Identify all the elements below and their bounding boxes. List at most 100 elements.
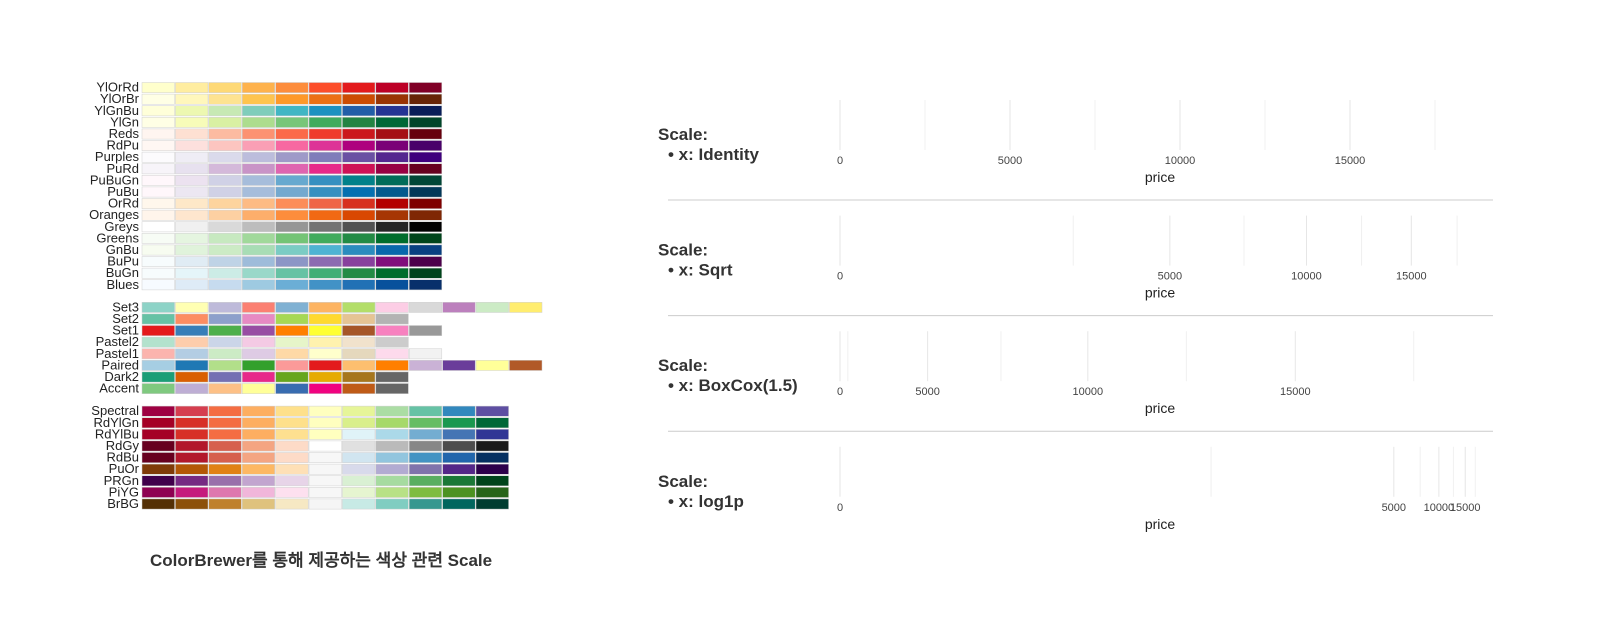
palette-swatch [408,140,443,151]
palette-swatch [141,163,175,175]
palette-swatch [175,244,209,256]
scale-transform-panels: Scale: • x: Identity 0 5000 10000 15000 price S… [658,100,1493,532]
palette-swatch [208,487,242,498]
palette-swatch [208,498,242,510]
palette-row-set3: Set3 [112,299,543,314]
x-axis-label: price [1145,285,1176,301]
tick-label: 15000 [1450,502,1481,514]
palette-swatch [442,487,476,498]
scale-heading: Scale: [658,472,708,491]
tick-label: 5000 [1158,271,1182,283]
palette-swatch [175,360,209,371]
palette-swatch [208,233,242,244]
palette-swatch [308,498,342,510]
palette-swatch [442,302,476,313]
palette-swatch [342,128,376,140]
tick-label: 15000 [1335,155,1366,167]
palette-swatch [375,463,409,475]
palette-swatch [175,82,209,93]
palette-swatch [442,440,476,452]
palette-swatch [208,267,242,279]
palette-swatch [475,487,509,498]
palette-swatch [208,405,242,417]
palette-swatch [175,498,209,510]
palette-swatch [241,82,276,93]
palette-swatch [408,417,443,429]
palette-swatch [241,140,276,151]
palette-swatch [375,175,409,186]
palette-row-bupu: BuPu [107,254,443,269]
palette-swatch [175,440,209,452]
palette-swatch [275,163,309,175]
palette-swatch [375,244,409,256]
palette-swatch [275,105,309,117]
palette-row-pastel2: Pastel2 [96,334,409,349]
palette-swatch [375,151,409,163]
palette-swatch [408,405,443,417]
palette-swatch [342,209,376,221]
palette-name: Oranges [89,207,139,222]
palette-swatch [275,233,309,244]
palette-swatch [208,417,242,429]
palette-row-set1: Set1 [112,323,443,338]
palette-swatch [308,198,342,209]
palette-swatch [208,117,242,128]
palette-swatch [208,429,242,440]
palette-row-greens: Greens [96,230,443,245]
palette-swatch [375,336,409,348]
palette-swatch [342,336,376,348]
palette-swatch [208,186,242,198]
palette-name: Paired [101,357,139,372]
palette-swatch [208,336,242,348]
palette-swatch [375,186,409,198]
scale-panel-3: Scale:• x: BoxCox(1.5) 0 5000 10000 15000 pri… [658,331,1493,432]
palette-swatch [241,198,276,209]
palette-swatch [208,256,242,267]
palette-swatch [208,128,242,140]
palette-swatch [241,360,276,371]
palette-swatch [175,383,209,394]
palette-swatch [375,256,409,267]
palette-swatch [442,475,476,487]
palette-swatch [241,186,276,198]
palette-swatch [241,233,276,244]
scale-bullet: • x: Sqrt [668,261,733,280]
palette-swatch [408,302,443,313]
palette-swatch [308,325,342,336]
palette-swatch [342,325,376,336]
palette-swatch [175,175,209,186]
palette-swatch [275,371,309,383]
palette-swatch [308,175,342,186]
palette-swatch [375,498,409,510]
palette-swatch [241,302,276,313]
tick-label: 10000 [1165,155,1196,167]
palette-row-rdylgn: RdYlGn [93,415,509,430]
palette-swatch [342,198,376,209]
palette-swatch [241,267,276,279]
tick-label: 0 [837,271,843,283]
palette-row-purd: PuRd [106,161,443,176]
palette-swatch [308,405,342,417]
palette-name: RdPu [106,138,139,153]
palette-swatch [241,313,276,325]
palette-swatch [275,175,309,186]
palette-swatch [475,463,509,475]
palette-swatch [241,244,276,256]
palette-row-dark2: Dark2 [104,369,409,384]
palette-name: PuBu [107,184,139,199]
palette-swatch [408,117,443,128]
palette-swatch [342,498,376,510]
palette-swatch [308,82,342,93]
palette-swatch [408,360,443,371]
palette-swatch [241,256,276,267]
palette-row-accent: Accent [99,381,409,396]
palette-swatch [175,463,209,475]
scale-bullet: • x: Identity [668,145,760,164]
palette-swatch [175,325,209,336]
palette-row-rdylbu: RdYlBu [95,426,509,441]
palette-swatch [241,348,276,360]
palette-swatch [141,209,175,221]
palette-swatch [275,417,309,429]
palette-swatch [275,256,309,267]
palette-swatch [342,302,376,313]
